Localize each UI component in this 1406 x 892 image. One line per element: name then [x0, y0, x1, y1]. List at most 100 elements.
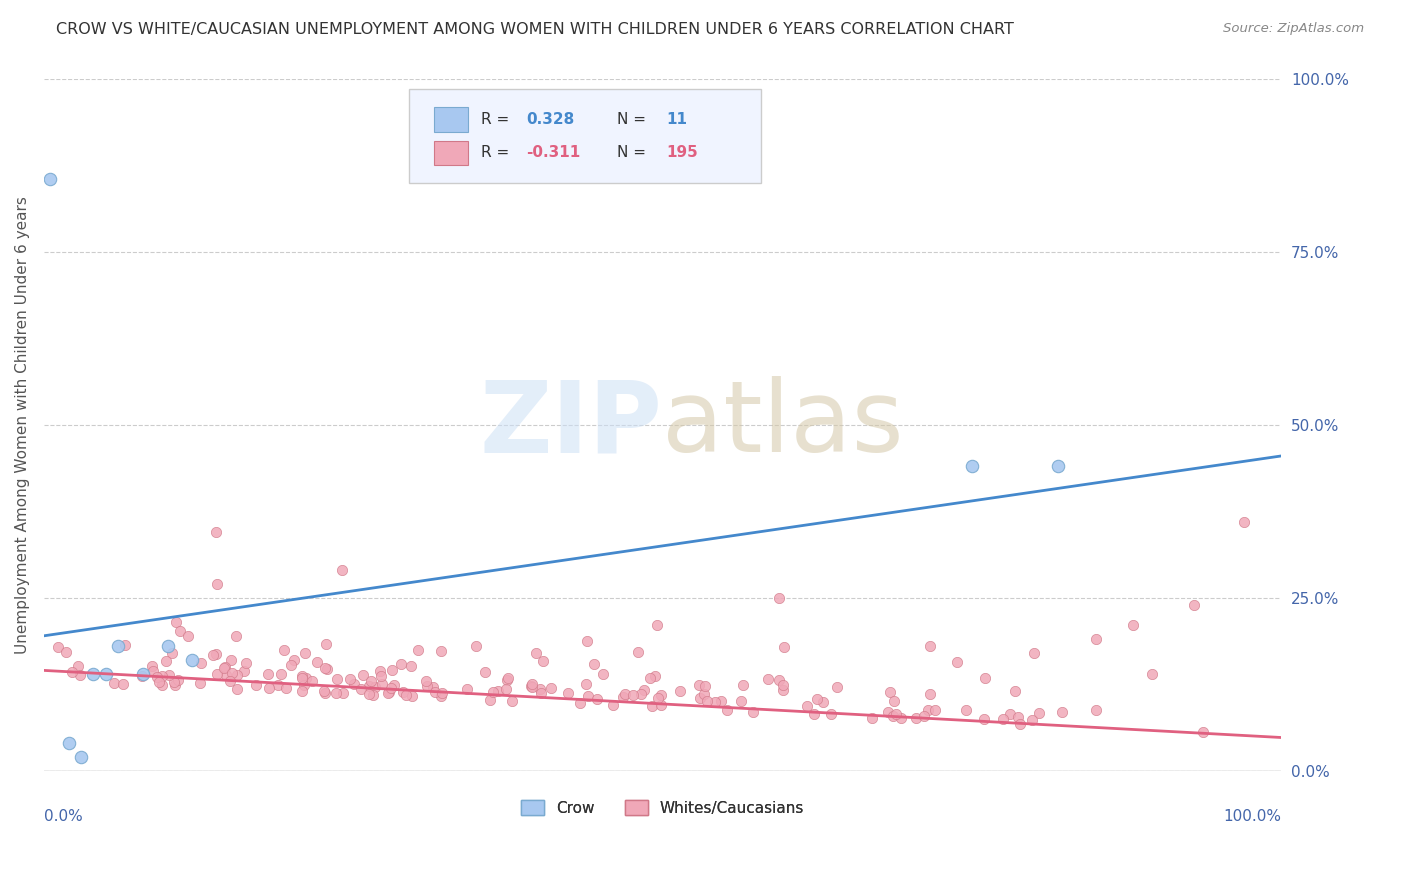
Point — [114, 638, 136, 652]
Point — [474, 665, 496, 679]
Point — [315, 637, 337, 651]
Point — [107, 639, 129, 653]
Point — [177, 629, 200, 643]
Point — [693, 687, 716, 701]
Point — [924, 703, 946, 717]
Point — [257, 681, 280, 695]
Point — [860, 711, 883, 725]
Point — [524, 646, 547, 660]
Point — [221, 665, 243, 680]
Point — [1028, 706, 1050, 720]
Point — [401, 689, 423, 703]
Point — [142, 664, 165, 678]
Point — [876, 706, 898, 720]
Point — [710, 694, 733, 708]
Text: 0.328: 0.328 — [526, 112, 575, 128]
Point — [146, 670, 169, 684]
Point — [395, 688, 418, 702]
Text: 0.0%: 0.0% — [44, 809, 83, 823]
Point — [215, 668, 238, 682]
Point — [920, 687, 942, 701]
Point — [575, 633, 598, 648]
Point — [945, 655, 967, 669]
Text: Source: ZipAtlas.com: Source: ZipAtlas.com — [1223, 22, 1364, 36]
Point — [157, 668, 180, 682]
Point — [917, 703, 939, 717]
Point — [768, 673, 790, 687]
Point — [998, 706, 1021, 721]
Point — [478, 692, 501, 706]
Point — [1007, 710, 1029, 724]
Point — [586, 692, 609, 706]
Point — [1021, 713, 1043, 727]
Point — [330, 563, 353, 577]
Point — [647, 690, 669, 705]
Point — [693, 680, 716, 694]
Point — [357, 687, 380, 701]
Point — [166, 673, 188, 687]
Point — [307, 655, 329, 669]
Point — [890, 711, 912, 725]
Point — [267, 678, 290, 692]
Point — [82, 666, 104, 681]
Point — [540, 681, 562, 695]
Point — [689, 690, 711, 705]
Point — [612, 690, 634, 704]
Point — [399, 659, 422, 673]
Point — [796, 699, 818, 714]
Point — [201, 648, 224, 663]
Point — [704, 695, 727, 709]
Point — [520, 679, 543, 693]
Point — [294, 678, 316, 692]
Point — [974, 671, 997, 685]
Point — [270, 666, 292, 681]
Point — [377, 686, 399, 700]
Point — [1122, 618, 1144, 632]
Point — [592, 667, 614, 681]
Point — [530, 686, 553, 700]
Point — [633, 683, 655, 698]
Point — [416, 679, 439, 693]
Point — [531, 654, 554, 668]
Point — [316, 662, 339, 676]
Point — [169, 624, 191, 638]
Point — [1050, 705, 1073, 719]
Text: N =: N = — [617, 145, 651, 161]
FancyBboxPatch shape — [409, 89, 762, 183]
Point — [371, 676, 394, 690]
Point — [879, 685, 901, 699]
Point — [522, 677, 544, 691]
Point — [69, 668, 91, 682]
Point — [60, 665, 83, 679]
Point — [1084, 703, 1107, 717]
Point — [456, 681, 478, 696]
Point — [150, 678, 173, 692]
Point — [257, 667, 280, 681]
Point — [650, 688, 672, 702]
Point — [212, 661, 235, 675]
Point — [273, 643, 295, 657]
Text: N =: N = — [617, 112, 651, 128]
Point — [557, 686, 579, 700]
Point — [482, 684, 505, 698]
Point — [716, 702, 738, 716]
Point — [495, 681, 517, 696]
Point — [486, 683, 509, 698]
Point — [274, 681, 297, 695]
Point — [190, 657, 212, 671]
Point — [283, 653, 305, 667]
Point — [131, 669, 153, 683]
Point — [381, 663, 404, 677]
Point — [529, 681, 551, 696]
Text: R =: R = — [481, 112, 513, 128]
Point — [575, 677, 598, 691]
Point — [960, 459, 983, 474]
Point — [688, 678, 710, 692]
Point — [602, 698, 624, 712]
Point — [1047, 459, 1070, 474]
Point — [731, 678, 754, 692]
Point — [58, 736, 80, 750]
Point — [235, 657, 257, 671]
Point — [1022, 646, 1045, 660]
Point — [429, 644, 451, 658]
